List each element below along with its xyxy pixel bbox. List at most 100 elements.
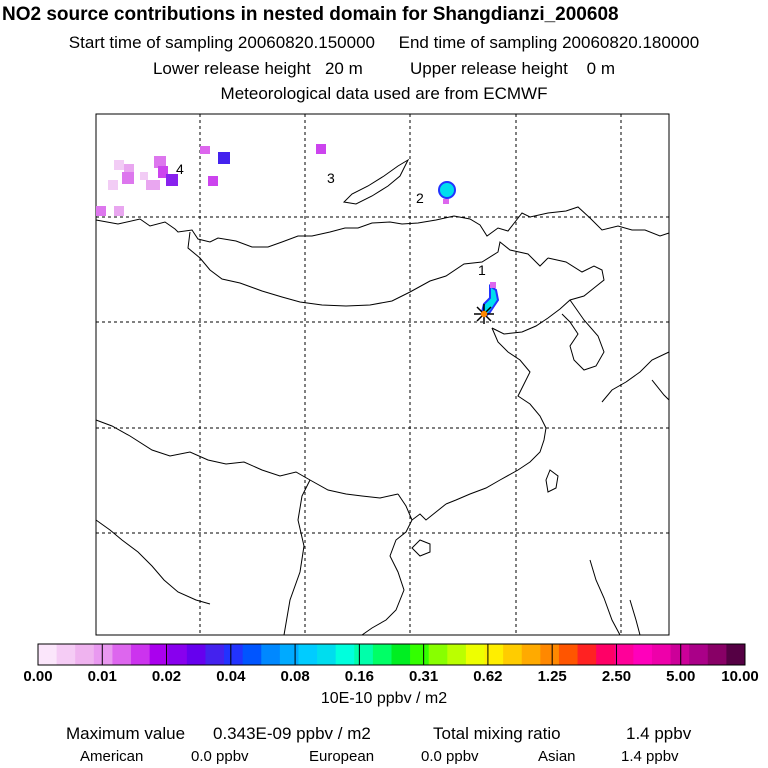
plume-cell: [114, 160, 124, 170]
colorbar-tick-label: 0.16: [344, 668, 374, 685]
colorbar-tick-label: 0.31: [409, 668, 439, 685]
coast-se-asia: [283, 479, 413, 636]
border-north: [95, 206, 670, 248]
colorbar-tick-label: 10.00: [721, 668, 759, 685]
island-philippine: [589, 559, 641, 636]
colorbar-cell: [224, 644, 244, 665]
region-american-value: 0.0 ppbv: [191, 748, 249, 765]
colorbar-cell: [614, 644, 634, 665]
colorbar-cell: [503, 644, 523, 665]
colorbar-cell: [428, 644, 448, 665]
region-european-name: European: [309, 748, 375, 765]
plume-cell: [108, 180, 118, 190]
plume-cell: [316, 144, 326, 154]
plume-cell: [166, 174, 178, 186]
plume-region-4: [96, 146, 230, 216]
colorbar-cell: [149, 644, 169, 665]
lake-baikal: [342, 158, 410, 205]
colorbar-cell: [38, 644, 58, 665]
meteorology-line: Meteorological data used are from ECMWF: [220, 84, 548, 103]
colorbar-cell: [670, 644, 690, 665]
colorbar-cells: [38, 644, 746, 665]
region-american-name: American: [80, 748, 144, 765]
colorbar-cell: [651, 644, 672, 665]
region-label-3: 3: [327, 170, 335, 186]
colorbar-tick-marks: [101, 644, 682, 665]
island-taiwan: [545, 469, 559, 493]
map-frame: [95, 113, 670, 636]
colorbar-cell: [298, 644, 318, 665]
colorbar-cell: [131, 644, 151, 665]
colorbar-cell: [447, 644, 467, 665]
plume-cell: [96, 206, 106, 216]
colorbar-cell: [633, 644, 653, 665]
plume-cell: [218, 152, 230, 164]
plume-cell: [146, 180, 160, 190]
colorbar-cell: [372, 644, 392, 665]
colorbar-cell: [689, 644, 709, 665]
region-labels: 1 2 3 4: [176, 161, 486, 278]
colorbar-cell: [317, 644, 337, 665]
colorbar-cell: [75, 644, 95, 665]
colorbar-frame: [37, 643, 746, 666]
colorbar-cell: [168, 644, 188, 665]
colorbar-cell: [540, 644, 560, 665]
colorbar-tick-label: 0.08: [280, 668, 310, 685]
region-label-1: 1: [478, 262, 486, 278]
colorbar-cell: [261, 644, 281, 665]
chart-title: NO2 source contributions in nested domai…: [2, 4, 619, 25]
coast-bay: [411, 503, 447, 521]
release-height-line: Lower release height 20 m Upper release …: [152, 59, 616, 78]
colorbar-tick-label: 0.04: [216, 668, 246, 685]
colorbar-cell: [410, 644, 430, 665]
colorbar-tick-label: 2.50: [601, 668, 632, 685]
colorbar-cell: [335, 644, 355, 665]
colorbar-tick-label: 1.25: [537, 668, 567, 685]
region-asian-value: 1.4 ppbv: [621, 748, 679, 765]
plume-cell: [154, 156, 166, 168]
total-mixing-value: 1.4 ppbv: [626, 724, 692, 743]
region-european-value: 0.0 ppbv: [421, 748, 479, 765]
colorbar-tick-label: 5.00: [666, 668, 696, 685]
max-value-label: Maximum value: [66, 724, 186, 743]
max-value: 0.343E-09 ppbv / m2: [213, 724, 371, 743]
plume-cell: [114, 206, 124, 216]
colorbar-cell: [596, 644, 616, 665]
plume-region-3: [316, 144, 326, 154]
colorbar-cell: [186, 644, 206, 665]
colorbar-cell: [726, 644, 746, 665]
colorbar-units: 10E-10 ppbv / m2: [320, 690, 448, 707]
region-label-4: 4: [176, 161, 184, 177]
colorbar-tick-label: 0.01: [87, 668, 117, 685]
colorbar-tick-label: 0.62: [473, 668, 503, 685]
colorbar-cell: [354, 644, 374, 665]
region-asian-name: Asian: [538, 748, 576, 765]
colorbar-cell: [112, 644, 132, 665]
colorbar-tick-label: 0.02: [151, 668, 182, 685]
colorbar-cell: [242, 644, 262, 665]
colorbar-cell: [465, 644, 486, 665]
plume-cell: [208, 176, 218, 186]
plume-region-2: [438, 181, 456, 204]
sampling-time-line: Start time of sampling 20060820.150000 E…: [68, 33, 700, 52]
plume-cell: [490, 282, 496, 288]
colorbar-cell: [279, 644, 299, 665]
colorbar-cell: [707, 644, 727, 665]
border-ne-china: [491, 257, 605, 335]
border-mongolia-south: [187, 231, 549, 307]
colorbar-tick-label: 0.00: [23, 668, 53, 685]
colorbar-cell: [391, 644, 411, 665]
colorbar-cell: [56, 644, 76, 665]
total-mixing-label: Total mixing ratio: [433, 724, 561, 743]
plume-cell: [122, 172, 134, 184]
plume-cell: [438, 181, 456, 199]
plume-cell: [200, 146, 210, 154]
coast-korea: [561, 299, 605, 371]
colorbar-cell: [205, 644, 225, 665]
region-label-2: 2: [416, 190, 424, 206]
colorbar-cell: [577, 644, 597, 665]
receptor-star-icon: [474, 304, 494, 324]
coast-japan: [601, 351, 670, 403]
